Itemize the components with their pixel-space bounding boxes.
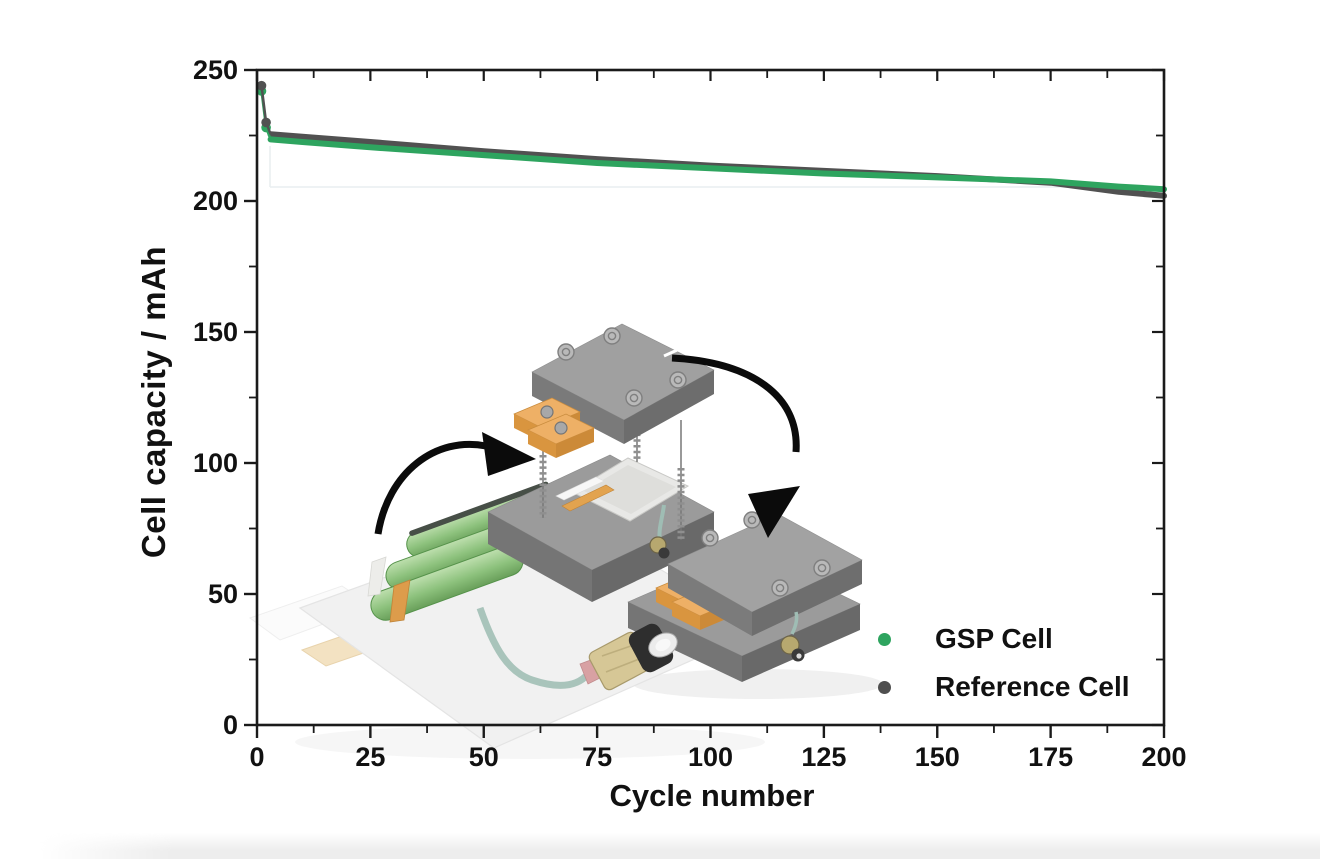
reference-series-marker-icon (878, 680, 891, 694)
chart-legend: GSP Cell Reference Cell (868, 622, 1130, 704)
y-tick-label: 150 (193, 317, 238, 347)
x-tick-label: 125 (801, 742, 846, 772)
sense-cable-icon (790, 611, 799, 635)
y-tick-label: 100 (193, 448, 238, 478)
cell-assembly-illustration (248, 323, 883, 749)
x-tick-label: 200 (1141, 742, 1186, 772)
y-axis-title: Cell capacity / mAh (135, 245, 172, 559)
screenshot-bottom-edge-shadow (0, 833, 1320, 859)
x-tick-label: 150 (915, 742, 960, 772)
y-tick-label: 250 (193, 55, 238, 85)
x-tick-label: 75 (582, 742, 612, 772)
inset-image-edge (269, 146, 1150, 188)
legend-entry-gsp: GSP Cell (868, 622, 1130, 656)
x-tick-label: 175 (1028, 742, 1073, 772)
transfer-arrow-icon (671, 354, 800, 538)
cable-connector-icon (476, 606, 678, 691)
series-line (267, 136, 1167, 193)
x-tick-label: 0 (249, 742, 264, 772)
x-tick-label: 100 (688, 742, 733, 772)
data-point-marker (261, 117, 271, 128)
x-tick-label: 50 (469, 742, 499, 772)
orange-tab-icon (389, 579, 411, 623)
terminal-blocks-icon (513, 397, 595, 458)
gsp-series-marker-icon (878, 632, 891, 646)
y-tick-label: 200 (193, 186, 238, 216)
legend-entry-reference: Reference Cell (868, 670, 1130, 704)
x-tick-label: 25 (355, 742, 385, 772)
white-tab-icon (367, 556, 387, 597)
y-tick-label: 50 (208, 579, 238, 609)
transfer-arrow-icon (374, 432, 536, 535)
test-fixture-assembled-icon (627, 511, 863, 682)
data-point-marker (256, 80, 267, 91)
test-fixture-exploded-icon (487, 323, 715, 602)
plate-screws-icon (701, 511, 831, 597)
legend-label: GSP Cell (935, 623, 1053, 654)
plate-screws-icon (557, 327, 687, 407)
legend-label: Reference Cell (935, 671, 1130, 702)
chart-plot-area: 0 25 50 75 100 125 150 175 200 0 50 100 150 200 250 (193, 55, 1187, 772)
x-axis-title: Cycle number (609, 778, 815, 813)
y-tick-label: 0 (223, 710, 238, 740)
